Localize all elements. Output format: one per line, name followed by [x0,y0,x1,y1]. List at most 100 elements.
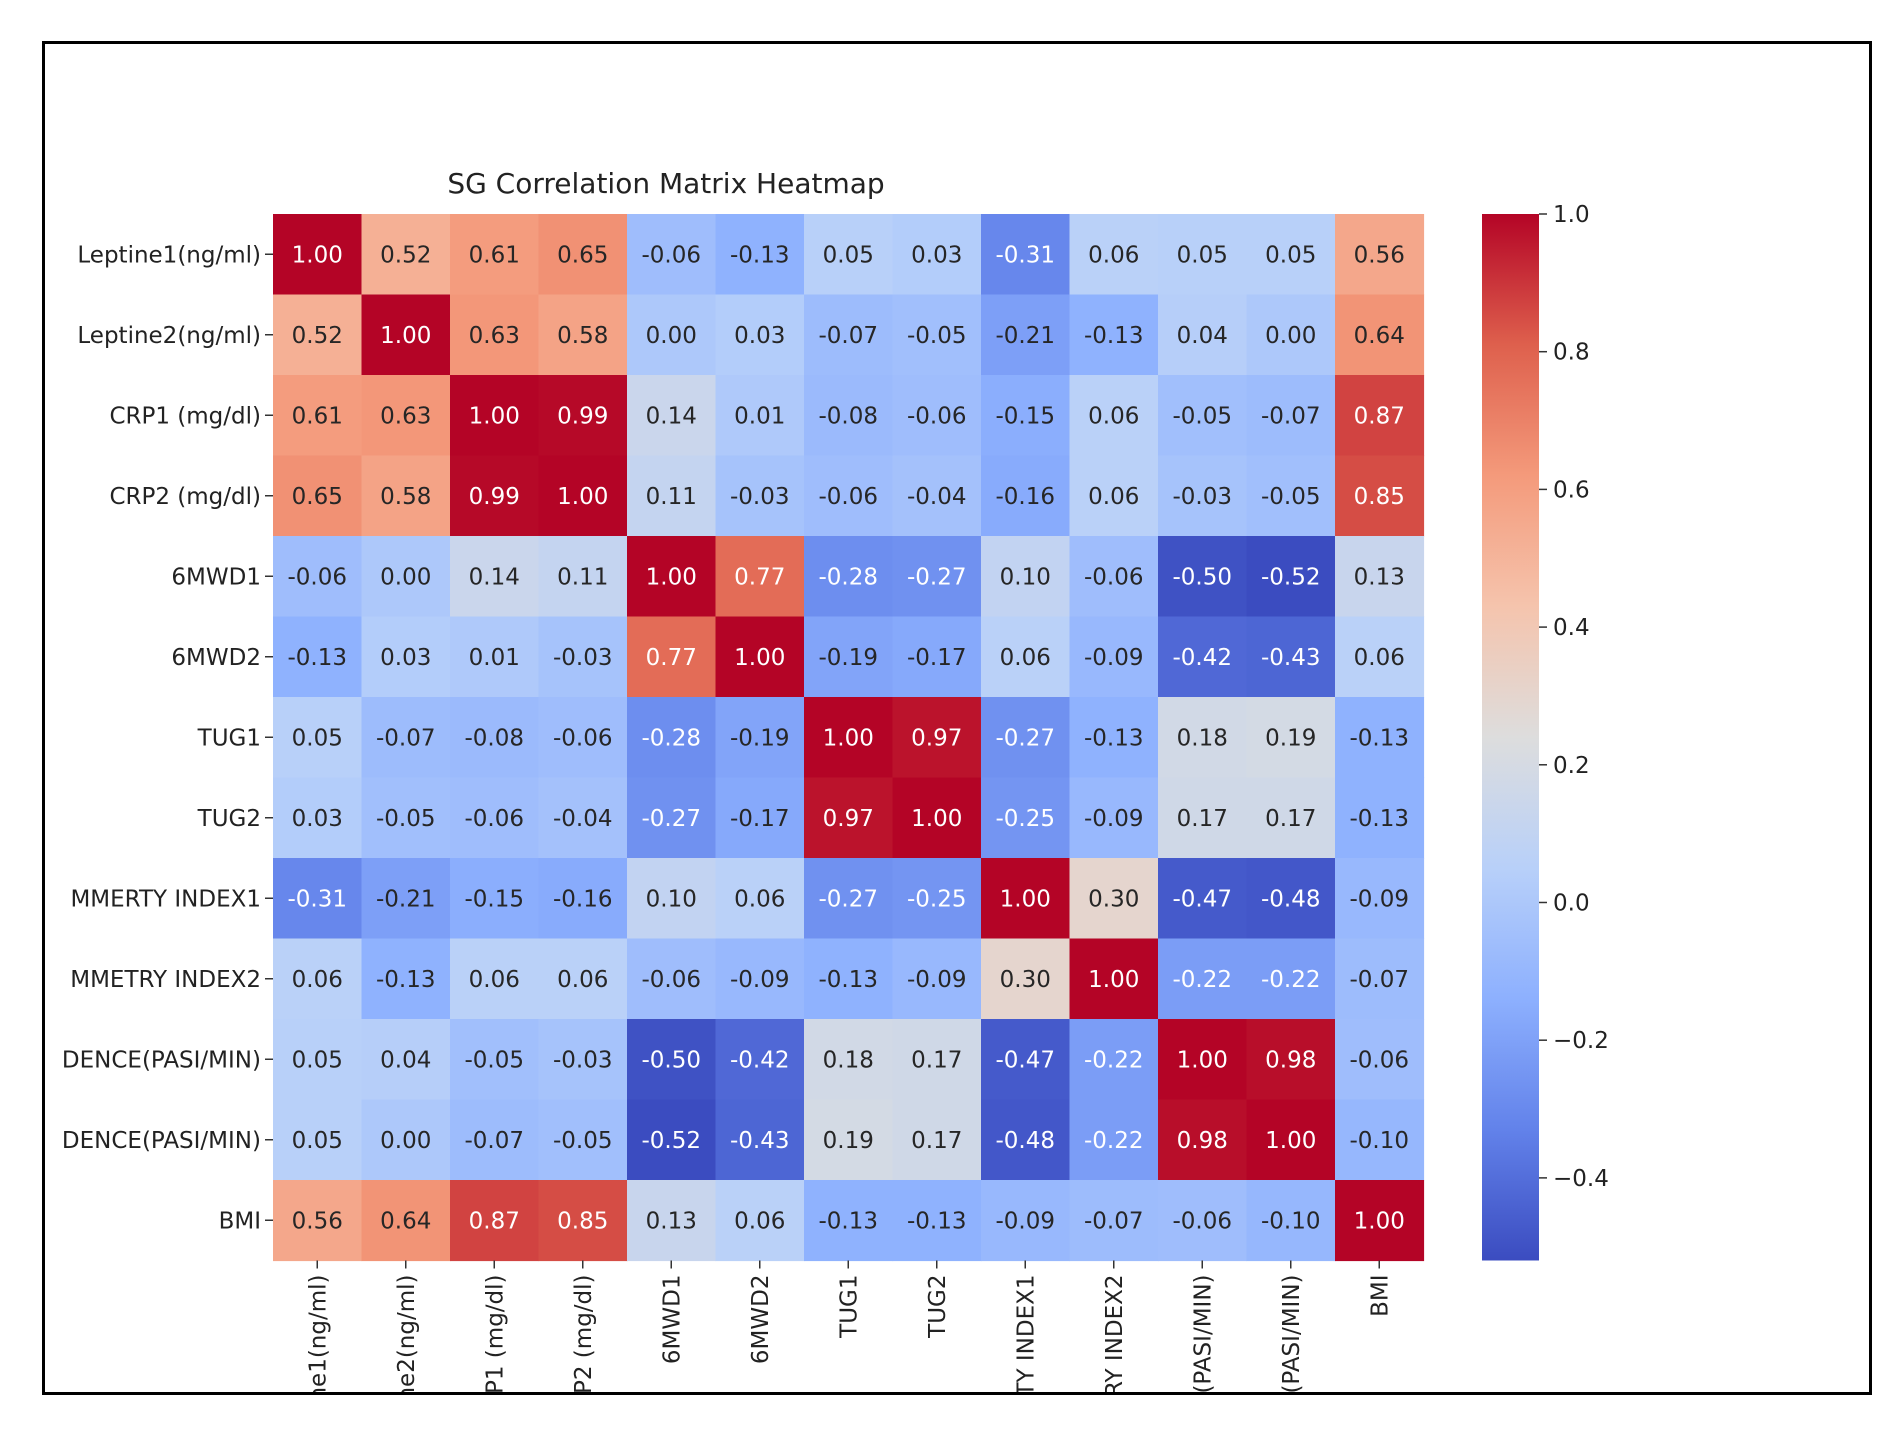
heatmap-cell [1335,1099,1425,1181]
heatmap-cell [1158,375,1248,457]
cell-value-label: 0.06 [292,967,343,993]
cell-value-label: -0.27 [907,564,967,590]
heatmap-cell [273,455,363,537]
heatmap-cell [892,697,982,779]
heatmap-cell [892,536,982,618]
heatmap-cell [538,455,628,537]
cell-value-label: -0.31 [995,242,1055,268]
cell-value-label: 0.06 [734,1208,785,1234]
heatmap-cell [1069,1180,1159,1262]
cell-value-label: 1.00 [557,484,608,510]
cell-value-label: -0.09 [730,967,790,993]
cell-value-label: -0.47 [995,1047,1055,1073]
cell-value-label: 0.06 [1000,645,1051,671]
row-label: 6MWD2 [171,645,261,671]
heatmap-cell [450,214,540,296]
heatmap-cell [804,1019,894,1101]
heatmap-cell [804,616,894,698]
cell-value-label: -0.27 [818,886,878,912]
column-label: BMI [1367,1275,1393,1317]
heatmap-cell [538,536,628,618]
heatmap-cell [273,1180,363,1262]
heatmap-cell [627,1019,717,1101]
cell-value-label: -0.07 [1349,967,1409,993]
cell-value-label: 1.00 [1088,967,1139,993]
cell-value-label: -0.50 [641,1047,701,1073]
column-label: TUG2 [925,1275,951,1339]
heatmap-cell [981,616,1071,698]
cell-value-label: -0.06 [1349,1047,1409,1073]
cell-value-label: -0.16 [995,484,1055,510]
row-label: TUG2 [197,806,261,832]
cell-value-label: -0.09 [1349,886,1409,912]
heatmap-cell [715,858,805,940]
column-label: ne1(ng/ml) [305,1275,331,1393]
cell-value-label: 1.00 [292,242,343,268]
heatmap-cell [1246,616,1336,698]
heatmap-cell [804,536,894,618]
cell-value-label: -0.13 [1084,725,1144,751]
cell-value-label: 0.05 [292,1047,343,1073]
heatmap-cell [361,777,451,859]
row-label: CRP2 (mg/dl) [109,484,261,510]
cell-value-label: 0.05 [292,1128,343,1154]
cell-value-label: 0.98 [1177,1128,1228,1154]
heatmap-cell [981,697,1071,779]
cell-value-label: 0.00 [646,323,697,349]
colorbar-tick-label: 0.8 [1553,340,1590,366]
colorbar-tick-label: 0.6 [1553,477,1590,503]
cell-value-label: -0.15 [995,403,1055,429]
cell-value-label: -0.07 [1261,403,1321,429]
cell-value-label: -0.06 [818,484,878,510]
colorbar-tick-label: 0.0 [1553,890,1590,916]
heatmap-cell [981,375,1071,457]
heatmap-cell [1335,858,1425,940]
heatmap-cell [627,294,717,376]
heatmap-cell [715,616,805,698]
heatmap-chart: SG Correlation Matrix Heatmap 1.00 0.52 0.… [62,167,1609,1393]
cell-value-label: -0.15 [464,886,524,912]
row-label: MMERTY INDEX1 [70,886,261,912]
cell-value-label: 0.03 [292,806,343,832]
cell-value-label: -0.13 [1349,806,1409,832]
cell-value-label: -0.06 [464,806,524,832]
heatmap-cell [715,214,805,296]
cell-value-label: -0.03 [553,1047,613,1073]
cell-value-label: -0.13 [818,967,878,993]
cell-value-label: -0.06 [287,564,347,590]
heatmap-cell [538,1180,628,1262]
cell-value-label: -0.05 [907,323,967,349]
cell-value-label: -0.03 [1172,484,1232,510]
cell-value-label: 0.61 [469,242,520,268]
cell-value-label: -0.31 [287,886,347,912]
heatmap-cell [1335,536,1425,618]
cell-value-label: 0.87 [469,1208,520,1234]
row-label: MMETRY INDEX2 [70,967,261,993]
heatmap-cell [450,1019,540,1101]
heatmap-cell [1246,1099,1336,1181]
cell-value-label: 0.05 [823,242,874,268]
cell-value-label: 0.06 [557,967,608,993]
cell-value-label: -0.05 [464,1047,524,1073]
column-label: ne2(ng/ml) [394,1275,420,1393]
heatmap-cell [981,294,1071,376]
heatmap-cell [361,1019,451,1101]
heatmap-cell [715,455,805,537]
heatmap-cell [1246,1180,1336,1262]
heatmap-cell [892,294,982,376]
heatmap-cell [273,294,363,376]
cell-value-label: -0.28 [641,725,701,751]
cell-value-label: -0.13 [907,1208,967,1234]
heatmap-cell [1069,777,1159,859]
heatmap-cell [450,294,540,376]
cell-value-label: -0.04 [907,484,967,510]
cell-value-label: 0.05 [1177,242,1228,268]
cell-value-label: 0.10 [1000,564,1051,590]
cell-value-label: -0.07 [464,1128,524,1154]
heatmap-cell [538,294,628,376]
cell-value-label: 0.85 [1354,484,1405,510]
cell-value-label: -0.16 [553,886,613,912]
cell-value-label: -0.09 [907,967,967,993]
heatmap-cell [361,1099,451,1181]
heatmap-cell [361,1180,451,1262]
